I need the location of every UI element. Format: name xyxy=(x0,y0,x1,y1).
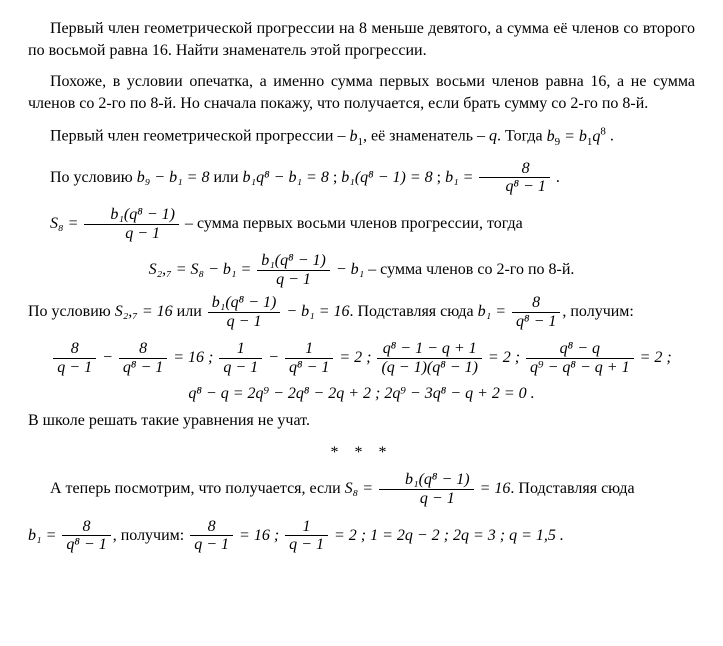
text: . Подставляя сюда xyxy=(349,303,477,320)
fraction: 1q − 1 xyxy=(285,518,328,554)
text: А теперь посмотрим, что получается, если xyxy=(50,480,345,497)
eq: b₁ = xyxy=(28,526,60,543)
fraction: 1q⁸ − 1 xyxy=(285,340,333,376)
eq: S₈ = xyxy=(345,480,377,497)
problem-statement: Первый член геометрической прогрессии на… xyxy=(28,18,695,61)
school-note: В школе решать такие уравнения не учат. xyxy=(28,410,695,432)
text: или xyxy=(209,169,242,186)
chain-row-1: 8q − 1 − 8q⁸ − 1 = 16 ; 1q − 1 − 1q⁸ − 1… xyxy=(28,340,695,376)
separator: * * * xyxy=(28,442,695,464)
eq: b₉ − b₁ = 8 xyxy=(137,169,210,186)
sum-s8-line: S₈ = b₁(q⁸ − 1)q − 1 – сумма первых вось… xyxy=(28,206,695,242)
text: . xyxy=(606,128,614,145)
fraction: 8q − 1 xyxy=(53,340,96,376)
eq: b₁q⁸ − b₁ = 8 xyxy=(243,169,329,186)
text: . xyxy=(552,169,560,186)
eq-b9: b9 = b1q8 xyxy=(547,128,606,145)
fraction: 8q⁸ − 1 xyxy=(62,518,110,554)
eq: S₂,₇ = 16 xyxy=(115,303,173,320)
fraction: 8q⁸ − 1 xyxy=(512,294,560,330)
text: ; xyxy=(329,169,341,186)
s27-label: S₂,₇ = S₈ − b₁ = xyxy=(149,261,256,278)
text: или xyxy=(173,303,206,320)
s8-label: S₈ = xyxy=(50,215,82,232)
formula-s27: S₂,₇ = S₈ − b₁ = b₁(q⁸ − 1)q − 1 − b₁ – … xyxy=(28,252,695,288)
fraction: b₁(q⁸ − 1)q − 1 xyxy=(257,252,330,288)
text: , её знаменатель – xyxy=(363,128,489,145)
fraction: b₁(q⁸ − 1)q − 1 xyxy=(379,471,474,507)
text: ; xyxy=(433,169,445,186)
alt-line-1: А теперь посмотрим, что получается, если… xyxy=(28,471,695,507)
fraction: b₁(q⁸ − 1)q − 1 xyxy=(84,206,179,242)
fraction: 8q − 1 xyxy=(190,518,233,554)
text: . Тогда xyxy=(497,128,547,145)
fraction: 8q⁸ − 1 xyxy=(119,340,167,376)
text: По условию xyxy=(50,169,137,186)
text: Первый член геометрической прогрессии – xyxy=(50,128,349,145)
fraction: 1q − 1 xyxy=(219,340,262,376)
author-comment: Похоже, в условии опечатка, а именно сум… xyxy=(28,71,695,114)
minus-b1: − b₁ xyxy=(332,261,364,278)
eq: 2q⁹ − 3q⁸ − q + 2 = 0 . xyxy=(384,385,534,402)
text: По условию xyxy=(28,303,115,320)
eq: b₁(q⁸ − 1) = 8 xyxy=(341,169,432,186)
text: . Подставляя сюда xyxy=(510,480,634,497)
condition-line: По условию b₉ − b₁ = 8 или b₁q⁸ − b₁ = 8… xyxy=(28,160,695,196)
eq: b₁ = xyxy=(478,303,510,320)
definition-line: Первый член геометрической прогрессии – … xyxy=(28,124,695,149)
text: , получим: xyxy=(113,526,189,543)
var-b1: b1 xyxy=(349,128,363,145)
eq-b1: b₁ = xyxy=(445,169,477,186)
text: – сумма первых восьми членов прогрессии,… xyxy=(181,215,523,232)
fraction: q⁸ − qq⁹ − q⁸ − q + 1 xyxy=(526,340,634,376)
substitution-line: По условию S₂,₇ = 16 или b₁(q⁸ − 1)q − 1… xyxy=(28,294,695,330)
text: , получим: xyxy=(562,303,634,320)
fraction: b₁(q⁸ − 1)q − 1 xyxy=(208,294,281,330)
fraction: q⁸ − 1 − q + 1(q − 1)(q⁸ − 1) xyxy=(377,340,481,376)
eq: − b₁ = 16 xyxy=(282,303,349,320)
var-q: q xyxy=(489,128,497,145)
fraction: 8q⁸ − 1 xyxy=(479,160,549,196)
eq: q⁸ − q = 2q⁹ − 2q⁸ − 2q + 2 ; xyxy=(188,385,384,402)
text: – сумма членов со 2-го по 8-й. xyxy=(364,261,574,278)
chain-row-2: q⁸ − q = 2q⁹ − 2q⁸ − 2q + 2 ; 2q⁹ − 3q⁸ … xyxy=(28,383,695,405)
alt-line-2: b₁ = 8q⁸ − 1, получим: 8q − 1 = 16 ; 1q … xyxy=(28,518,695,554)
eq: = 16 xyxy=(476,480,511,497)
